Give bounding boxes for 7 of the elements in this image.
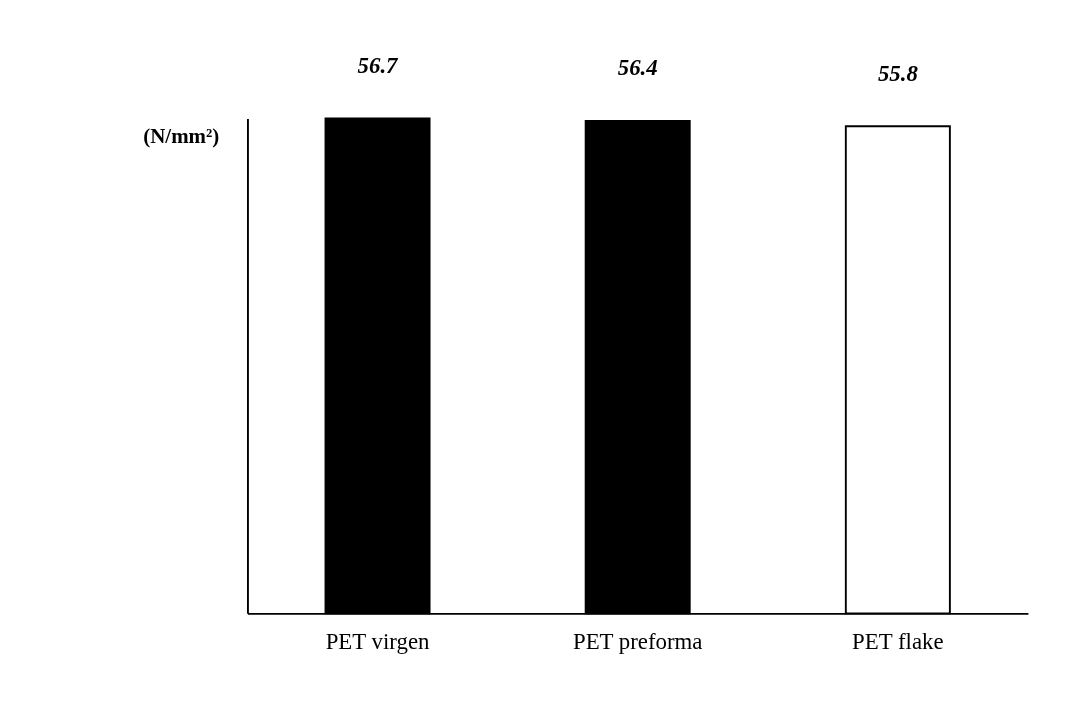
data-label: 56.4 <box>617 55 658 81</box>
y-axis-title: (N/mm²) <box>143 123 220 148</box>
x-tick-label: PET flake <box>852 629 944 655</box>
x-tick-label: PET virgen <box>325 629 431 655</box>
x-tick-label: PET preforma <box>572 629 703 655</box>
data-label: 55.8 <box>877 60 919 86</box>
data-label: 56.7 <box>357 52 400 78</box>
